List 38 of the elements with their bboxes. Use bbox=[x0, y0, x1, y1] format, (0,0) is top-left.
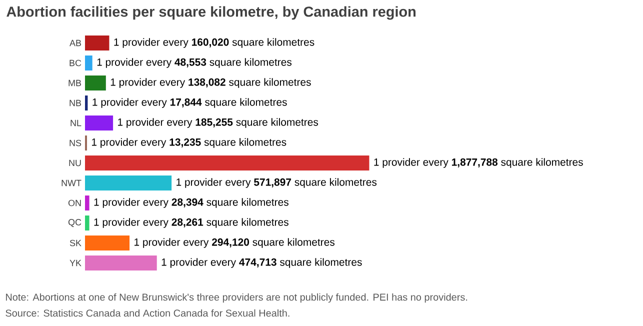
y-tick-label: BC bbox=[70, 60, 82, 66]
bar bbox=[85, 176, 172, 190]
data-label: 1 provider every 28,261 square kilometres bbox=[94, 218, 288, 228]
data-label: 1 provider every 571,897 square kilometres bbox=[176, 178, 377, 188]
bar bbox=[85, 116, 114, 130]
y-tick-label: YK bbox=[70, 260, 82, 266]
data-label: 1 provider every 17,844 square kilometres bbox=[92, 98, 287, 108]
data-label: 1 provider every 294,120 square kilometres bbox=[134, 238, 334, 248]
data-label: 1 provider every 28,394 square kilometres bbox=[94, 198, 288, 208]
data-label: 1 provider every 185,255 square kilometres bbox=[118, 118, 318, 128]
y-tick-label: NWT bbox=[62, 180, 82, 186]
data-label: 1 provider every 13,235 square kilometres bbox=[92, 138, 286, 148]
y-tick-label: NS bbox=[70, 140, 82, 146]
bar bbox=[85, 196, 90, 210]
bar bbox=[85, 96, 88, 110]
bar bbox=[85, 76, 106, 90]
y-tick-label: NU bbox=[69, 160, 81, 166]
y-tick-label: QC bbox=[68, 219, 82, 227]
chart-title: Abortion facilities per square kilometre, by Canadian region bbox=[6, 6, 416, 20]
data-label: 1 provider every 1,877,788 square kilometres bbox=[374, 158, 583, 168]
bar bbox=[85, 36, 110, 50]
bar bbox=[85, 216, 90, 230]
y-tick-label: MB bbox=[68, 80, 82, 86]
y-tick-label: AB bbox=[70, 40, 82, 46]
y-tick-label: NL bbox=[70, 120, 82, 126]
bar bbox=[85, 56, 92, 70]
bar bbox=[85, 236, 130, 251]
data-label: 1 provider every 474,713 square kilometres bbox=[162, 258, 362, 268]
data-label: 1 provider every 160,020 square kilometres bbox=[114, 38, 314, 48]
y-tick-label: ON bbox=[68, 200, 81, 206]
source-note: Source: Statistics Canada and Action Canada for Sexual Health. bbox=[6, 309, 290, 317]
y-tick-label: NB bbox=[70, 100, 82, 106]
y-tick-label: SK bbox=[70, 240, 82, 246]
bar bbox=[85, 256, 157, 271]
data-label: 1 provider every 48,553 square kilometres bbox=[97, 58, 292, 68]
data-label: 1 provider every 138,082 square kilometres bbox=[110, 78, 311, 88]
bar bbox=[85, 156, 370, 170]
text: Note: Abortions at one of New Brunswick's three providers are not publicly funded. PEI has no providers. bbox=[6, 293, 468, 303]
